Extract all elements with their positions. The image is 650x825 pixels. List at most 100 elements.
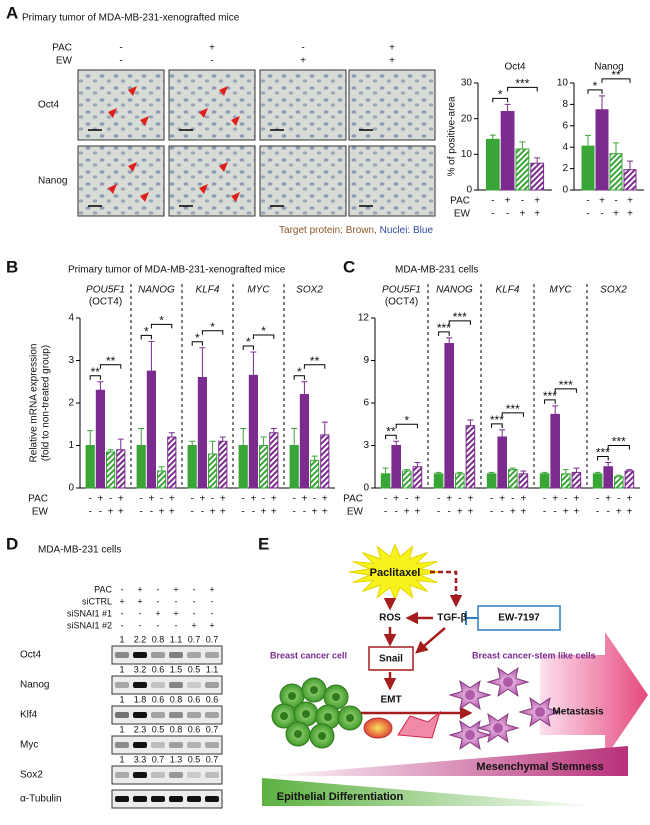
significance-bracket xyxy=(150,323,173,329)
label-cell-right: Breast cancer-stem like cells xyxy=(472,650,596,660)
treatment-sign: - xyxy=(119,43,122,54)
treatment-sign: + xyxy=(626,507,632,518)
treatment-sign: - xyxy=(596,507,599,518)
significance-label: * xyxy=(210,320,215,334)
bar xyxy=(455,473,465,489)
error-bar xyxy=(456,471,463,474)
y-tick-label: 0 xyxy=(363,483,369,494)
blot-label: α-Tubulin xyxy=(20,794,62,805)
bar xyxy=(595,109,609,191)
treatment-sign: - xyxy=(490,494,493,505)
significance-bracket xyxy=(597,456,609,461)
bar xyxy=(500,111,515,191)
y-tick-label: 30 xyxy=(461,78,473,89)
significance-label: *** xyxy=(490,413,504,427)
ihc-image xyxy=(348,145,436,217)
treatment-sign: + xyxy=(404,507,410,518)
treatment-sign: - xyxy=(490,507,493,518)
band xyxy=(115,772,129,778)
treatment-sign: + xyxy=(220,494,226,505)
significance-label: * xyxy=(159,314,164,328)
significance-bracket xyxy=(438,331,450,336)
bar xyxy=(433,473,444,489)
quantification: 1 xyxy=(119,694,124,704)
treatment-sign: - xyxy=(448,507,451,518)
y-axis-label: (fold to non-treated group) xyxy=(41,345,52,461)
treatment-sign: + xyxy=(457,507,463,518)
treatment-sign: - xyxy=(121,608,124,618)
bar xyxy=(167,436,177,489)
blot-strip xyxy=(111,735,223,755)
treatment-sign: + xyxy=(616,507,622,518)
category-label: KLF4 xyxy=(496,285,520,296)
category-label: MYC xyxy=(247,285,270,296)
error-bar xyxy=(260,436,267,446)
treatment-sign: + xyxy=(446,494,452,505)
marker-arrow xyxy=(199,108,208,118)
treatment-sign: - xyxy=(211,494,214,505)
error-bar xyxy=(520,470,527,474)
error-bar xyxy=(138,428,145,446)
bar xyxy=(465,425,476,489)
ihc-image xyxy=(259,69,347,141)
treatment-sign: + xyxy=(519,209,525,220)
error-bar xyxy=(219,436,226,442)
ihc-image xyxy=(348,69,436,141)
quantification: 3.3 xyxy=(134,754,147,764)
bar xyxy=(208,453,218,489)
bar xyxy=(380,473,391,489)
treatment-sign: - xyxy=(150,507,153,518)
nucleus xyxy=(288,692,296,700)
significance-bracket xyxy=(242,345,254,350)
bar xyxy=(106,451,116,489)
nucleus xyxy=(465,690,475,700)
y-tick-label: 1 xyxy=(68,440,74,451)
error-bar xyxy=(509,467,516,470)
band xyxy=(187,742,201,748)
label-differentiation: Epithelial Differentiation xyxy=(277,791,404,803)
treatment-sign: + xyxy=(301,494,307,505)
panel-title: MDA-MB-231 cells xyxy=(38,545,121,556)
error-bar xyxy=(615,474,622,477)
caption: Target protein: Brown, Nuclei: Blue xyxy=(279,225,433,236)
bar xyxy=(116,449,126,489)
treatment-sign: + xyxy=(108,507,114,518)
treatment-sign: + xyxy=(414,494,420,505)
ihc-image xyxy=(168,145,256,217)
caption-nuclei: Nuclei: Blue xyxy=(380,225,434,236)
error-bar xyxy=(403,469,410,471)
treatment-sign: - xyxy=(293,494,296,505)
treatment-sign: - xyxy=(175,620,178,630)
quantification: 0.6 xyxy=(188,724,201,734)
node-tgf: TGF-β xyxy=(437,613,466,624)
significance-bracket xyxy=(395,423,418,429)
treatment-sign: - xyxy=(384,494,387,505)
significance-label: *** xyxy=(559,378,573,392)
treatment-sign: + xyxy=(563,507,569,518)
treatment-sign: + xyxy=(467,507,473,518)
band xyxy=(133,772,147,778)
chart-title: Primary tumor of MDA-MB-231-xenografted … xyxy=(68,265,286,276)
nucleus xyxy=(280,712,288,720)
treatment-label: siSNAI1 #1 xyxy=(67,608,112,618)
treatment-sign: + xyxy=(173,608,178,618)
error-bar xyxy=(626,469,633,471)
quantification: 0.5 xyxy=(188,754,201,764)
treatment-sign: + xyxy=(322,494,328,505)
y-tick-label: 12 xyxy=(358,313,370,324)
blot-strip xyxy=(111,765,223,785)
treatment-sign: + xyxy=(191,620,196,630)
category-label: SOX2 xyxy=(600,285,627,296)
marker-arrow xyxy=(128,162,137,172)
quantification: 0.5 xyxy=(152,724,165,734)
treatment-sign: + xyxy=(552,494,558,505)
marker-arrow xyxy=(140,116,149,126)
error-bar xyxy=(168,432,175,437)
treatment-sign: - xyxy=(193,584,196,594)
error-bar xyxy=(594,471,601,474)
treatment-sign: + xyxy=(199,494,205,505)
category-note: (OCT4) xyxy=(89,297,122,308)
treatment-label: EW xyxy=(56,56,73,67)
treatment-sign: + xyxy=(220,507,226,518)
treatment-label: PAC xyxy=(343,494,363,505)
